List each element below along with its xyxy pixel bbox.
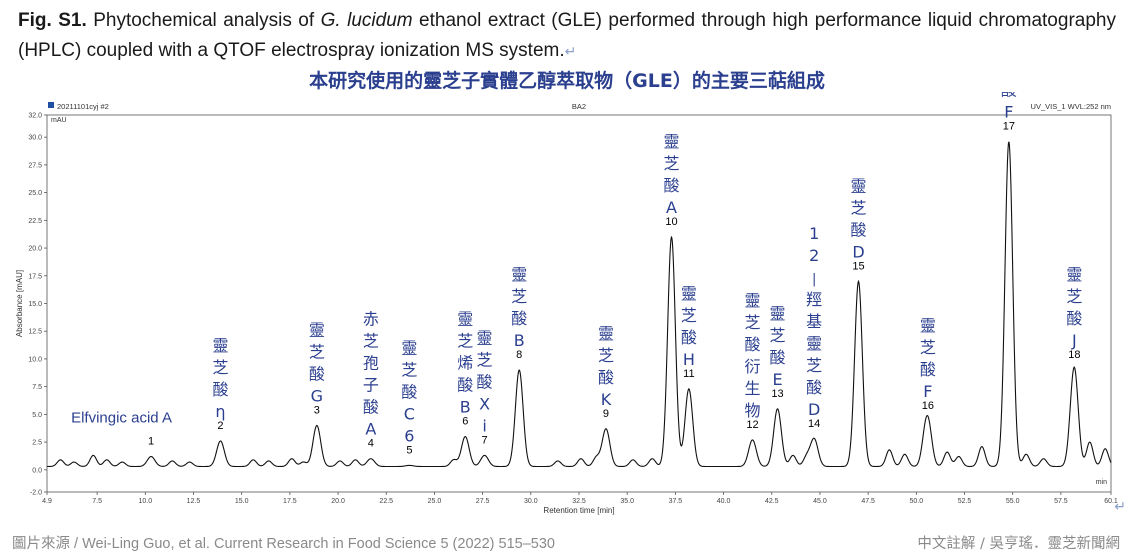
x-tick-label: 32.5 [572,498,586,505]
x-tick-label: 47.5 [861,498,875,505]
x-tick-label: 22.5 [379,498,393,505]
x-tick-label: 7.5 [92,498,102,505]
species-name: G. lucidum [320,10,413,31]
peak-number-18: 18 [1068,349,1080,361]
x-tick-label: 25.0 [428,498,442,505]
peak-number-5: 5 [406,444,412,456]
y-tick-label: 0.0 [32,467,42,474]
peak-name-9: 靈芝酸 K [598,324,614,409]
peak-name-4: 赤芝孢子酸 A [363,310,379,439]
peak-name-15: 靈芝酸 D [850,176,866,261]
peak-name-12: 靈芝酸衍生物 [744,291,760,420]
caption-text-b: ethanol extract (GLE) performed through … [18,10,1116,61]
return-icon: ↵ [1114,498,1126,514]
y-tick-label: 5.0 [32,412,42,419]
y-axis-title: Absorbance [mAU] [15,270,24,337]
x-tick-label: 10.0 [138,498,152,505]
chromatogram-trace [46,141,1112,468]
y-tick-label: 32.0 [28,113,42,120]
y-tick-label: -2.0 [30,490,42,497]
y-tick-label: 30.0 [28,135,42,142]
peak-name-3: 靈芝酸 G [309,320,325,405]
peak-number-8: 8 [516,349,522,361]
plot-frame [46,114,1112,493]
x-tick-label: 27.5 [476,498,490,505]
hplc-chromatogram: 20211101cyj #2 BA2 UV_VIS_1 WVL:252 nm mAU m… [15,92,1118,515]
y-tick-label: 10.0 [28,356,42,363]
y-tick-label: 20.0 [28,246,42,253]
peak-name-14: 1 2 |羥基靈芝酸 D [806,224,822,419]
x-axis-title: Retention time [min] [543,506,614,515]
x-tick-label: 12.5 [187,498,201,505]
figure-caption: Fig. S1. Phytochemical analysis of G. lu… [18,6,1116,66]
y-unit-label: mAU [51,117,67,124]
peak-name-6: 靈芝烯酸 B [457,310,473,417]
annotation-credit: 中文註解 / 吳亨瑤．靈芝新聞網 [917,536,1120,552]
x-tick-label: 52.5 [958,498,972,505]
x-tick-label: 42.5 [765,498,779,505]
x-tick-label: 15.0 [235,498,249,505]
peak-number-12: 12 [746,419,758,431]
peak-number-13: 13 [771,388,783,400]
peak-name-1: Elfvingic acid A [71,410,172,427]
peak-name-2: 靈芝酸 η [212,336,228,421]
chart-header-left: 20211101cyj #2 [57,102,109,111]
x-tick-label: 55.0 [1006,498,1020,505]
peak-name-8: 靈芝酸 B [511,265,527,350]
peak-number-15: 15 [852,260,864,272]
peak-number-3: 3 [314,404,320,416]
y-tick-label: 12.5 [28,329,42,336]
peak-name-10: 靈芝酸 A [664,132,680,217]
y-tick-label: 22.5 [28,218,42,225]
x-tick-label: 57.5 [1054,498,1068,505]
x-unit-label: min [1096,479,1107,486]
x-tick-label: 35.0 [620,498,634,505]
peak-name-5: 靈芝酸 C 6 [401,338,417,445]
x-tick-label: 4.9 [42,498,52,505]
x-tick-label: 30.0 [524,498,538,505]
peak-number-10: 10 [665,216,677,228]
peak-number-11: 11 [683,368,694,380]
peak-number-9: 9 [603,408,609,420]
peak-name-11: 靈芝酸 H [681,284,697,369]
peak-number-2: 2 [217,420,223,432]
peak-number-7: 7 [481,434,487,446]
chart-header-right: UV_VIS_1 WVL:252 nm [1031,102,1111,111]
y-tick-label: 15.0 [28,301,42,308]
peak-number-6: 6 [462,416,468,428]
chart-header-center: BA2 [572,102,586,111]
x-tick-label: 20.0 [331,498,345,505]
y-tick-label: 2.5 [32,440,42,447]
peak-name-17: 12|乙醯靈芝酸F [1001,92,1017,122]
x-tick-label: 37.5 [669,498,683,505]
peak-number-16: 16 [922,400,934,412]
return-icon: ↵ [564,43,577,59]
peak-number-17: 17 [1003,121,1015,133]
figure-label: Fig. S1. [18,10,87,31]
chinese-subtitle: 本研究使用的靈芝子實體乙醇萃取物（GLE）的主要三萜組成 [309,70,825,92]
x-tick-label: 45.0 [813,498,827,505]
caption-text-a: Phytochemical analysis of [86,10,321,31]
peak-name-18: 靈芝酸 J [1066,265,1082,350]
x-tick-label: 50.0 [910,498,924,505]
y-tick-label: 25.0 [28,190,42,197]
image-source: 圖片來源 / Wei-Ling Guo, et al. Current Rese… [12,536,555,552]
peak-number-14: 14 [808,418,820,430]
peak-number-1: 1 [148,436,154,448]
x-tick-label: 17.5 [283,498,297,505]
y-tick-label: 27.5 [28,162,42,169]
peak-name-13: 靈芝酸 E [770,304,786,389]
y-tick-label: 17.5 [28,273,42,280]
peak-name-16: 靈芝酸 F [920,316,936,401]
peak-number-4: 4 [368,438,374,450]
header-marker-icon [48,102,54,108]
x-tick-label: 40.0 [717,498,731,505]
x-tick-label: 60.1 [1104,498,1118,505]
y-tick-label: 7.5 [32,384,42,391]
